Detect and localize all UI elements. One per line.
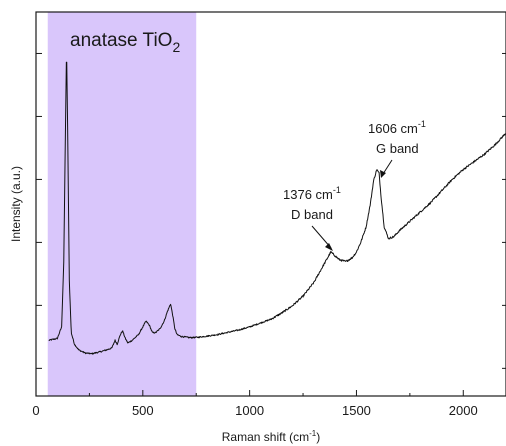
g-band-arrowhead <box>380 170 386 178</box>
g-band-annotation-line1: 1606 cm-1 <box>368 119 426 136</box>
d-band-annotation-line2: D band <box>291 207 333 222</box>
g-band-arrow <box>382 159 393 175</box>
x-tick-label: 1500 <box>342 403 371 418</box>
x-tick-label: 2000 <box>449 403 478 418</box>
x-tick-label: 1000 <box>235 403 264 418</box>
plot-frame <box>35 11 506 397</box>
y-axis-title: Intensity (a.u.) <box>9 166 23 242</box>
d-band-arrowhead <box>325 243 333 251</box>
x-axis-title: Raman shift (cm-1) <box>222 429 320 444</box>
shaded-region <box>47 12 197 396</box>
x-tick-label: 500 <box>132 403 154 418</box>
d-band-annotation-line1: 1376 cm-1 <box>283 185 341 202</box>
g-band-annotation-line2: G band <box>376 141 419 156</box>
x-axis-ticks: 0 500 1000 1500 2000 <box>32 390 478 418</box>
shaded-region-label: anatase TiO2 <box>70 30 180 55</box>
y-axis-ticks <box>36 52 506 369</box>
raman-spectrum-line <box>48 61 506 355</box>
x-tick-label: 0 <box>32 403 39 418</box>
